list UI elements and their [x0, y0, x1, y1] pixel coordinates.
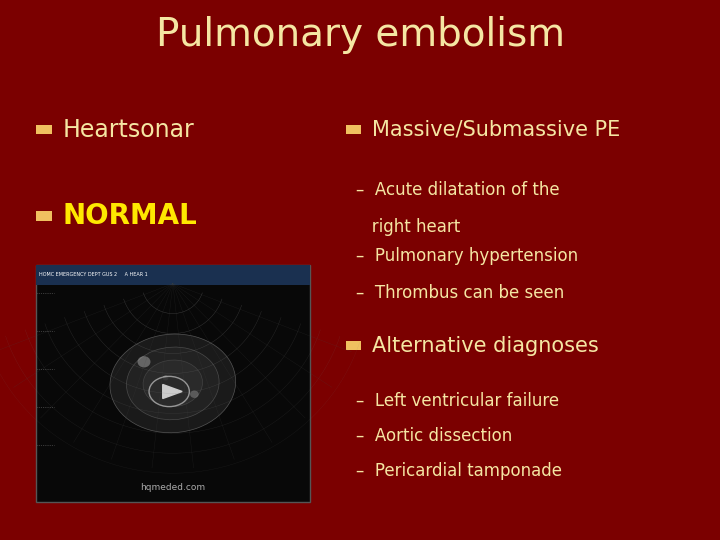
- Ellipse shape: [110, 334, 235, 433]
- Text: –  Left ventricular failure: – Left ventricular failure: [356, 392, 559, 409]
- Ellipse shape: [138, 356, 150, 367]
- Text: Heartsonar: Heartsonar: [63, 118, 194, 141]
- Text: hqmeded.com: hqmeded.com: [140, 483, 205, 492]
- Text: HOMC EMERGENCY DEPT GUS 2     A HEAR 1: HOMC EMERGENCY DEPT GUS 2 A HEAR 1: [39, 272, 148, 278]
- Text: NORMAL: NORMAL: [63, 202, 197, 230]
- Ellipse shape: [163, 375, 168, 381]
- Text: –  Acute dilatation of the: – Acute dilatation of the: [356, 181, 560, 199]
- FancyBboxPatch shape: [36, 265, 310, 502]
- Text: Pulmonary embolism: Pulmonary embolism: [156, 16, 564, 54]
- Text: right heart: right heart: [356, 218, 461, 235]
- Text: –  Pulmonary hypertension: – Pulmonary hypertension: [356, 247, 579, 265]
- Text: Massive/Submassive PE: Massive/Submassive PE: [372, 119, 620, 140]
- Ellipse shape: [143, 360, 202, 407]
- Bar: [346, 125, 361, 134]
- Text: –  Aortic dissection: – Aortic dissection: [356, 427, 513, 444]
- Text: –  Thrombus can be seen: – Thrombus can be seen: [356, 284, 564, 302]
- Ellipse shape: [127, 347, 219, 420]
- Circle shape: [149, 376, 189, 407]
- Polygon shape: [163, 384, 182, 399]
- Bar: [36, 125, 52, 134]
- Bar: [36, 211, 52, 221]
- Ellipse shape: [190, 390, 199, 398]
- Text: –  Pericardial tamponade: – Pericardial tamponade: [356, 462, 562, 480]
- Bar: [346, 341, 361, 350]
- Text: Alternative diagnoses: Alternative diagnoses: [372, 335, 599, 356]
- FancyBboxPatch shape: [36, 265, 310, 285]
